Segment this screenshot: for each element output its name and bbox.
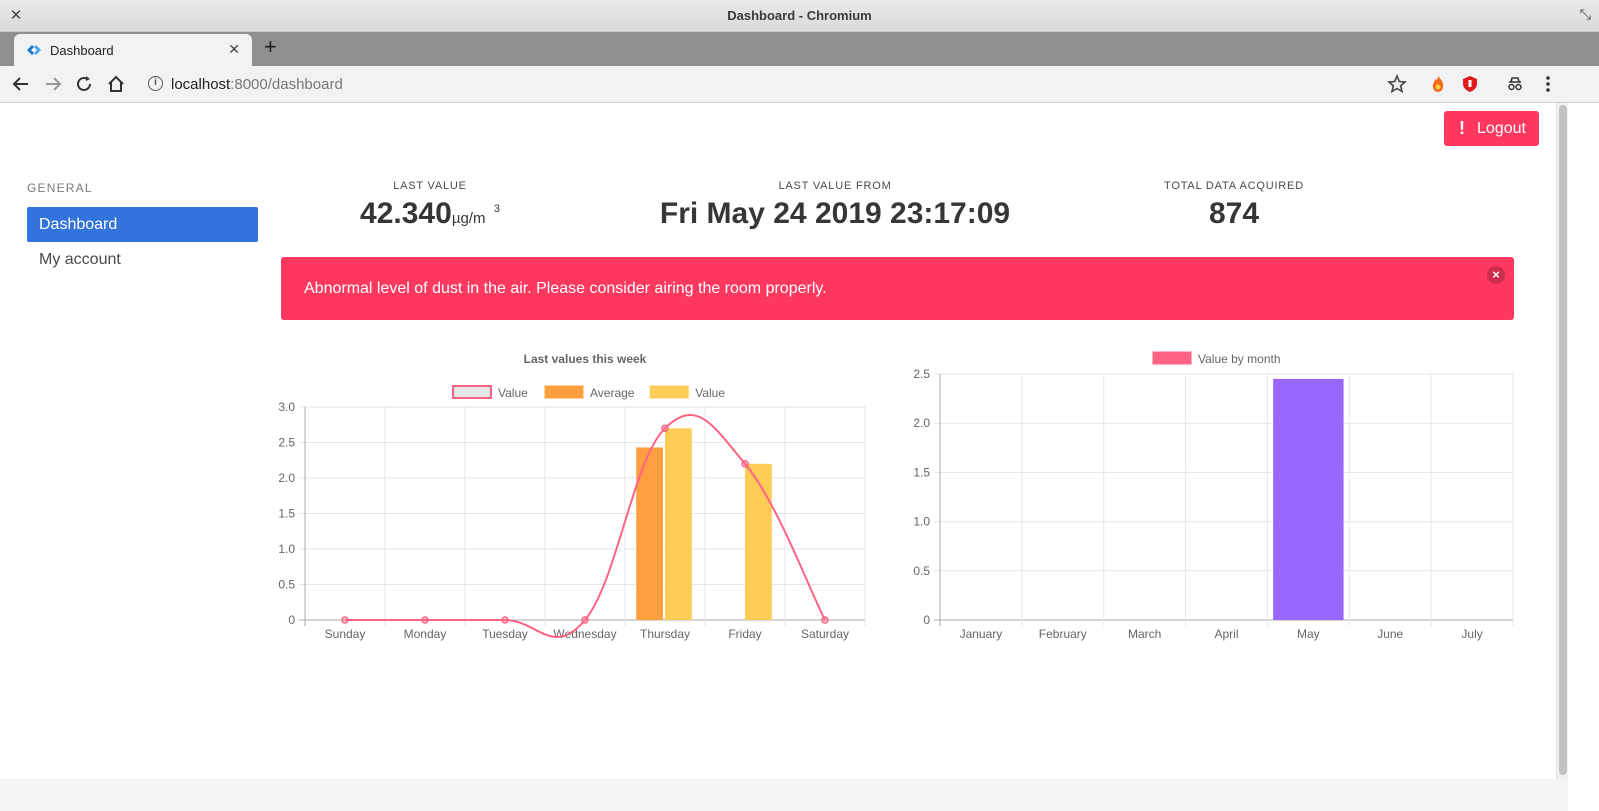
tab-strip: Dashboard ✕ xyxy=(0,32,1599,66)
exclamation-icon: ! xyxy=(1459,118,1465,138)
window-title: Dashboard - Chromium xyxy=(727,8,872,23)
page-scrollbar[interactable] xyxy=(1556,103,1568,779)
sidebar-item-my-account[interactable]: My account xyxy=(39,251,121,268)
line-point xyxy=(741,460,749,468)
reload-icon[interactable] xyxy=(73,73,95,95)
stat-total-data: TOTAL DATA ACQUIRED 874 xyxy=(1134,180,1334,231)
y-tick-label: 0 xyxy=(288,613,295,627)
y-tick-label: 2.5 xyxy=(913,367,930,381)
y-tick-label: 1.5 xyxy=(913,465,930,479)
y-tick-label: 2.5 xyxy=(278,436,295,450)
bookmark-star-icon[interactable] xyxy=(1386,73,1408,95)
x-tick-label: Sunday xyxy=(325,627,366,641)
y-tick-label: 2.0 xyxy=(278,471,295,485)
stat-last-from-value: Fri May 24 2019 23:17:09 xyxy=(659,197,1011,230)
page-content: ! Logout GENERAL Dashboard My account LA… xyxy=(0,103,1556,779)
legend-swatch xyxy=(1152,351,1192,365)
x-tick-label: April xyxy=(1214,627,1238,641)
dust-alert-notification: Abnormal level of dust in the air. Pleas… xyxy=(281,257,1514,320)
stat-total-heading: TOTAL DATA ACQUIRED xyxy=(1164,180,1304,192)
x-tick-label: Thursday xyxy=(640,627,690,641)
x-tick-label: February xyxy=(1039,627,1087,641)
incognito-extension-icon[interactable] xyxy=(1506,75,1524,93)
legend-label: Average xyxy=(590,386,635,400)
stat-total-value: 874 xyxy=(1208,197,1260,230)
series-line xyxy=(345,414,826,639)
legend-swatch xyxy=(649,385,689,399)
y-tick-label: 3.0 xyxy=(278,400,295,414)
x-tick-label: Tuesday xyxy=(482,627,528,641)
legend-label: Value by month xyxy=(1198,352,1281,366)
favicon-icon xyxy=(27,45,41,55)
line-point xyxy=(341,616,349,624)
url-text: localhost:8000/dashboard xyxy=(171,76,343,93)
x-tick-label: June xyxy=(1377,627,1403,641)
legend-label: Value xyxy=(695,386,725,400)
line-point xyxy=(661,424,669,433)
sidebar-label: GENERAL xyxy=(27,181,93,195)
x-tick-label: Saturday xyxy=(801,627,849,641)
x-tick-label: Wednesday xyxy=(553,627,616,641)
tab-title: Dashboard xyxy=(50,43,114,58)
ublock-extension-icon[interactable] xyxy=(1461,75,1479,93)
week-chart: Last values this week 0 0.5 1.0 1.5 2.0 2.5 3.0… xyxy=(278,352,866,641)
home-icon[interactable] xyxy=(105,73,127,95)
logout-button[interactable]: ! Logout xyxy=(1444,111,1539,146)
stat-last-value-number: 42.340µg/m 3 xyxy=(360,197,500,230)
window-close-icon[interactable]: ✕ xyxy=(9,7,23,24)
new-tab-icon[interactable]: + xyxy=(264,34,277,59)
y-tick-label: 0.5 xyxy=(913,564,930,578)
window-edge xyxy=(1568,103,1599,811)
logout-label: Logout xyxy=(1477,120,1526,137)
chart-title: Last values this week xyxy=(524,352,647,366)
tab-dashboard[interactable]: Dashboard ✕ xyxy=(14,34,252,66)
alert-close-icon[interactable]: × xyxy=(1487,266,1505,284)
x-tick-label: May xyxy=(1297,627,1320,641)
legend-label: Value xyxy=(498,386,528,400)
x-tick-label: Monday xyxy=(404,627,447,641)
page-bottom-strip xyxy=(0,779,1568,811)
legend-swatch xyxy=(452,385,492,399)
address-bar[interactable]: i localhost:8000/dashboard xyxy=(140,70,1410,98)
stat-last-from-heading: LAST VALUE FROM xyxy=(778,180,892,192)
fire-extension-icon[interactable] xyxy=(1429,75,1447,93)
y-tick-label: 1.0 xyxy=(278,542,295,556)
forward-icon[interactable] xyxy=(42,73,64,95)
browser-menu-icon[interactable] xyxy=(1537,73,1559,95)
x-tick-label: July xyxy=(1461,627,1482,641)
stat-last-value-heading: LAST VALUE xyxy=(393,180,467,192)
bar xyxy=(745,463,772,620)
stat-unit: µg/m xyxy=(451,210,486,227)
y-tick-label: 2.0 xyxy=(913,416,930,430)
y-tick-label: 0 xyxy=(923,613,930,627)
bar xyxy=(665,428,692,620)
tab-close-icon[interactable]: ✕ xyxy=(228,41,240,57)
month-chart: 0 0.5 1.0 1.5 2.0 2.5 January February March Apri… xyxy=(913,351,1514,641)
bar xyxy=(1273,378,1344,620)
browser-toolbar: i localhost:8000/dashboard xyxy=(0,66,1599,103)
x-tick-label: January xyxy=(960,627,1003,641)
line-point xyxy=(501,616,509,624)
back-icon[interactable] xyxy=(10,73,32,95)
x-tick-label: March xyxy=(1128,627,1161,641)
y-tick-label: 1.0 xyxy=(913,515,930,529)
title-bar: ✕ Dashboard - Chromium ⤡ xyxy=(0,0,1599,32)
line-point xyxy=(821,616,829,624)
stat-last-value: LAST VALUE 42.340µg/m 3 xyxy=(330,180,530,231)
window-restore-icon[interactable]: ⤡ xyxy=(1579,6,1591,22)
line-point xyxy=(581,616,589,624)
scrollbar-thumb[interactable] xyxy=(1559,105,1567,775)
stat-unit-exponent: 3 xyxy=(493,203,500,215)
alert-message: Abnormal level of dust in the air. Pleas… xyxy=(304,280,827,297)
y-tick-label: 1.5 xyxy=(278,507,295,521)
sidebar-item-dashboard[interactable]: Dashboard xyxy=(27,207,258,242)
line-point xyxy=(421,616,429,624)
legend-swatch xyxy=(544,385,584,399)
y-tick-label: 0.5 xyxy=(278,578,295,592)
stat-last-value-from: LAST VALUE FROM Fri May 24 2019 23:17:09 xyxy=(620,180,1050,231)
site-info-icon[interactable]: i xyxy=(148,76,163,91)
x-tick-label: Friday xyxy=(728,627,761,641)
